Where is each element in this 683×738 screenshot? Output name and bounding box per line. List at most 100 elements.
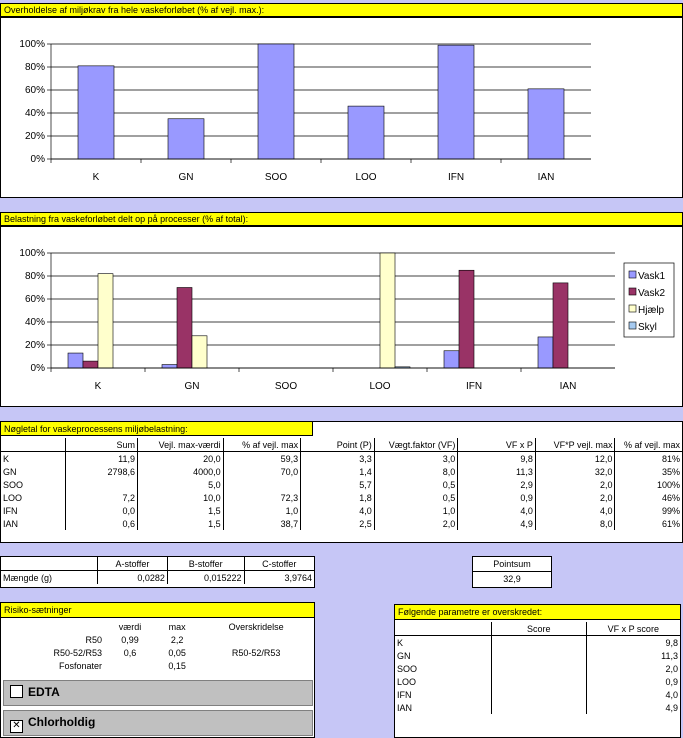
overskredet-cell bbox=[490, 701, 587, 714]
risiko-cell: 0,15 bbox=[168, 660, 186, 671]
stoffer-header-cell: C-stoffer bbox=[243, 557, 314, 571]
overskredet-row: SOO 2,0 bbox=[395, 662, 680, 675]
noegletal-cell: 35% bbox=[614, 465, 682, 478]
noegletal-cell: 8,0 bbox=[373, 465, 458, 478]
risiko-row: R50 0,99 2,2 bbox=[1, 633, 314, 646]
overskredet-cell bbox=[490, 635, 587, 649]
chart2-category-label: SOO bbox=[275, 381, 297, 392]
noegletal-cell: 4,0 bbox=[457, 504, 536, 517]
stoffer-cell: 0,015222 bbox=[166, 570, 245, 584]
chart2-ytick-label: 0% bbox=[31, 363, 46, 374]
noegletal-cell: 3,0 bbox=[373, 451, 458, 465]
noegletal-row: SOO 5,0 5,7 0,5 2,9 2,0 100% bbox=[1, 478, 682, 491]
overskredet-cell: SOO bbox=[397, 663, 418, 674]
chart2-bar bbox=[97, 273, 114, 369]
chart2-legend-swatch bbox=[628, 287, 637, 296]
chart2-bar bbox=[379, 252, 396, 369]
noegletal-cell: 2,9 bbox=[457, 478, 536, 491]
noegletal-cell: 4,0 bbox=[300, 504, 375, 517]
noegletal-cell: SOO bbox=[3, 479, 24, 490]
noegletal-cell: 2,5 bbox=[300, 517, 375, 530]
chart2-bar bbox=[82, 360, 99, 369]
stoffer-cell: Mængde (g) bbox=[3, 572, 53, 583]
chart2-ytick-label: 20% bbox=[25, 340, 45, 351]
noegletal-table: Sum Vejl. max-værdi% af vejl. max Point (P… bbox=[1, 438, 682, 530]
stoffer-header-cell bbox=[1, 557, 98, 571]
chart2-bar bbox=[176, 287, 193, 369]
noegletal-header-cell: VF*P vejl. max bbox=[534, 438, 615, 452]
pointsum-value: 32,9 bbox=[503, 574, 521, 584]
noegletal-cell: 32,0 bbox=[534, 465, 615, 478]
noegletal-cell: 3,3 bbox=[300, 451, 375, 465]
chlorholdig-checkbox[interactable]: ✕ Chlorholdig bbox=[3, 710, 313, 736]
chart2-svg: 0% 20% 40% 60% 80% 100% K GN SOO LOO IFN IAN Vask1 Va… bbox=[19, 248, 675, 392]
risiko-cell: R50 bbox=[85, 634, 103, 645]
overskredet-row: LOO 0,9 bbox=[395, 675, 680, 688]
noegletal-header-cell bbox=[1, 438, 66, 452]
overskredet-cell: IAN bbox=[397, 702, 413, 713]
noegletal-row: GN 2798,6 4000,0 70,0 1,4 8,0 11,3 32,0 35% bbox=[1, 465, 682, 478]
chart1-category-label: IFN bbox=[448, 172, 464, 183]
stoffer-row: Mængde (g) 0,0282 0,015222 3,9764 bbox=[1, 570, 314, 584]
risiko-cell: 2,2 bbox=[170, 634, 184, 645]
noegletal-cell: 1,5 bbox=[136, 517, 224, 530]
overskredet-cell: K bbox=[397, 637, 404, 648]
noegletal-cell: 2,0 bbox=[534, 491, 615, 504]
overskredet-header-cell: VF x P score bbox=[585, 622, 680, 636]
overskredet-cell: 11,3 bbox=[585, 649, 680, 662]
chart1-ytick-label: 40% bbox=[25, 108, 45, 119]
risiko-header-row: værdi max Overskridelse bbox=[1, 620, 314, 633]
chart1-title: Overholdelse af miljøkrav fra hele vaske… bbox=[0, 3, 683, 17]
noegletal-cell: 1,5 bbox=[136, 504, 224, 517]
noegletal-cell: 11,9 bbox=[65, 451, 138, 465]
risiko-cell: R50-52/R53 bbox=[53, 647, 103, 658]
chart1-ytick-label: 80% bbox=[25, 62, 45, 73]
risiko-row: Fosfonater 0,15 bbox=[1, 659, 314, 672]
overskredet-cell bbox=[490, 662, 587, 675]
chart1-ytick-label: 60% bbox=[25, 85, 45, 96]
edta-label: EDTA bbox=[28, 685, 60, 699]
noegletal-cell: 100% bbox=[614, 478, 682, 491]
noegletal-header-cell: Vægt.faktor (VF) bbox=[373, 438, 458, 452]
chart2-bar bbox=[552, 282, 569, 369]
overskredet-cell bbox=[490, 675, 587, 688]
overskredet-row: K 9,8 bbox=[395, 635, 680, 649]
noegletal-cell: GN bbox=[3, 466, 17, 477]
chart1-category-label: LOO bbox=[355, 172, 376, 183]
chart1-ytick-label: 20% bbox=[25, 131, 45, 142]
overskredet-cell: IFN bbox=[397, 689, 412, 700]
noegletal-header-cell: Sum bbox=[65, 438, 138, 452]
noegletal-cell: 7,2 bbox=[65, 491, 138, 504]
risiko-header-cell: Overskridelse bbox=[228, 621, 284, 632]
edta-checkbox[interactable]: EDTA bbox=[3, 680, 313, 706]
edta-checkbox-box[interactable] bbox=[10, 685, 23, 698]
chart1-ytick-label: 100% bbox=[19, 39, 45, 50]
noegletal-cell: 8,0 bbox=[534, 517, 615, 530]
chart2-legend-label: Hjælp bbox=[638, 305, 665, 316]
noegletal-cell: 5,0 bbox=[136, 478, 224, 491]
overskredet-cell: 0,9 bbox=[585, 675, 680, 688]
chart2-box[interactable]: 0% 20% 40% 60% 80% 100% K GN SOO LOO IFN IAN Vask1 Va… bbox=[0, 226, 683, 407]
risiko-header-cell bbox=[1, 620, 104, 633]
chart2-bar bbox=[191, 335, 208, 369]
noegletal-cell: 81% bbox=[614, 451, 682, 465]
risiko-cell: Fosfonater bbox=[58, 660, 103, 671]
chart1-bar bbox=[257, 43, 295, 160]
risiko-row: R50-52/R53 0,6 0,05 R50-52/R53 bbox=[1, 646, 314, 659]
noegletal-cell: 2,0 bbox=[534, 478, 615, 491]
noegletal-cell: 20,0 bbox=[136, 451, 224, 465]
noegletal-cell: 1,4 bbox=[300, 465, 375, 478]
chart1-category-label: SOO bbox=[265, 172, 287, 183]
chlorholdig-label: Chlorholdig bbox=[28, 715, 96, 729]
risiko-cell: R50-52/R53 bbox=[231, 647, 281, 658]
noegletal-cell: 0,5 bbox=[373, 478, 458, 491]
chlorholdig-checkbox-box[interactable]: ✕ bbox=[10, 720, 23, 733]
noegletal-cell: 1,8 bbox=[300, 491, 375, 504]
noegletal-cell: 70,0 bbox=[222, 465, 301, 478]
chart2-title: Belastning fra vaskeforløbet delt op på … bbox=[0, 212, 683, 226]
chart1-box[interactable]: 0% 20% 40% 60% 80% 100% K GN SOO LOO IFN IAN bbox=[0, 17, 683, 198]
overskredet-cell: LOO bbox=[397, 676, 417, 687]
chart2-bar bbox=[443, 350, 460, 369]
chart1-svg: 0% 20% 40% 60% 80% 100% K GN SOO LOO IFN IAN bbox=[19, 39, 591, 183]
noegletal-cell: 61% bbox=[614, 517, 682, 530]
